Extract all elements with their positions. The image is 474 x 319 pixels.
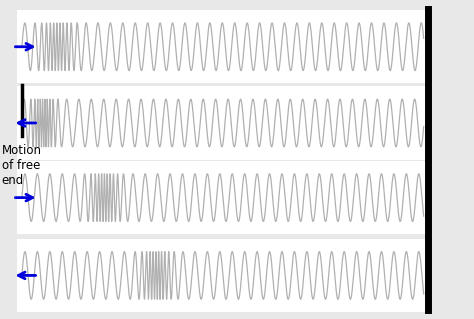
FancyBboxPatch shape: [17, 161, 428, 234]
Text: Motion
of free
end: Motion of free end: [1, 145, 42, 187]
FancyBboxPatch shape: [17, 10, 428, 83]
FancyBboxPatch shape: [17, 239, 428, 312]
FancyBboxPatch shape: [17, 86, 428, 160]
